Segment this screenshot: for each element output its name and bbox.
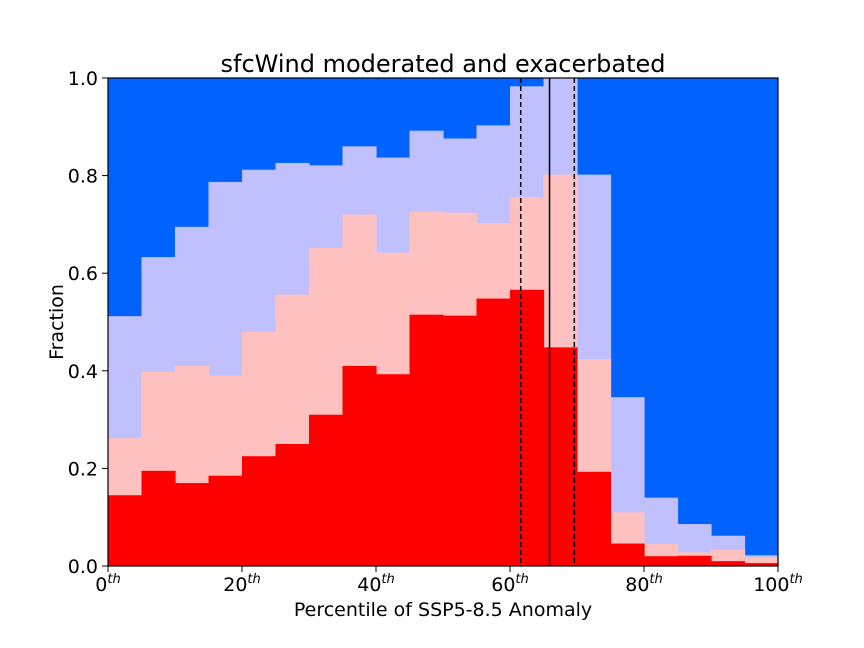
bar	[376, 374, 411, 566]
y-axis: 0.0 0.2 0.4 0.6 0.8 1.0	[68, 68, 108, 578]
x-tick-label: 20th	[223, 572, 261, 596]
bar	[108, 495, 143, 566]
bar	[309, 414, 344, 566]
bar	[275, 444, 310, 566]
x-tick-label: 60th	[491, 572, 529, 596]
series-1	[108, 289, 779, 566]
bar	[242, 456, 277, 566]
bar	[677, 555, 712, 566]
bar	[443, 315, 478, 566]
y-tick-label: 0.6	[68, 263, 98, 285]
x-tick-label: 40th	[357, 572, 395, 596]
x-axis: 0th 20th 40th 60th 80th 100th	[95, 566, 803, 596]
bar	[543, 347, 578, 566]
bar	[644, 556, 679, 566]
bar	[744, 563, 779, 566]
y-tick-label: 0.2	[68, 458, 98, 480]
bar	[409, 314, 444, 566]
bar	[476, 298, 511, 566]
x-axis-label: Percentile of SSP5-8.5 Anomaly	[294, 599, 592, 621]
bar	[577, 471, 612, 566]
bar	[610, 543, 645, 566]
chart-title: sfcWind moderated and exacerbated	[221, 50, 666, 78]
x-tick-label: 0th	[95, 572, 120, 596]
plot-area	[108, 78, 779, 567]
x-tick-label: 80th	[625, 572, 663, 596]
x-tick-label: 100th	[753, 572, 803, 596]
bar	[711, 561, 746, 566]
bar	[141, 470, 176, 566]
bar	[175, 483, 210, 566]
y-tick-label: 1.0	[68, 68, 98, 90]
bar	[208, 475, 243, 566]
y-tick-label: 0.0	[68, 556, 98, 578]
plot-frame	[107, 77, 779, 567]
y-tick-label: 0.8	[68, 166, 98, 188]
y-axis-label: Fraction	[46, 284, 68, 360]
bar	[510, 289, 545, 566]
bar	[744, 557, 779, 566]
bar	[342, 365, 377, 566]
reference-lines	[519, 78, 576, 566]
y-tick-label: 0.4	[68, 361, 98, 383]
